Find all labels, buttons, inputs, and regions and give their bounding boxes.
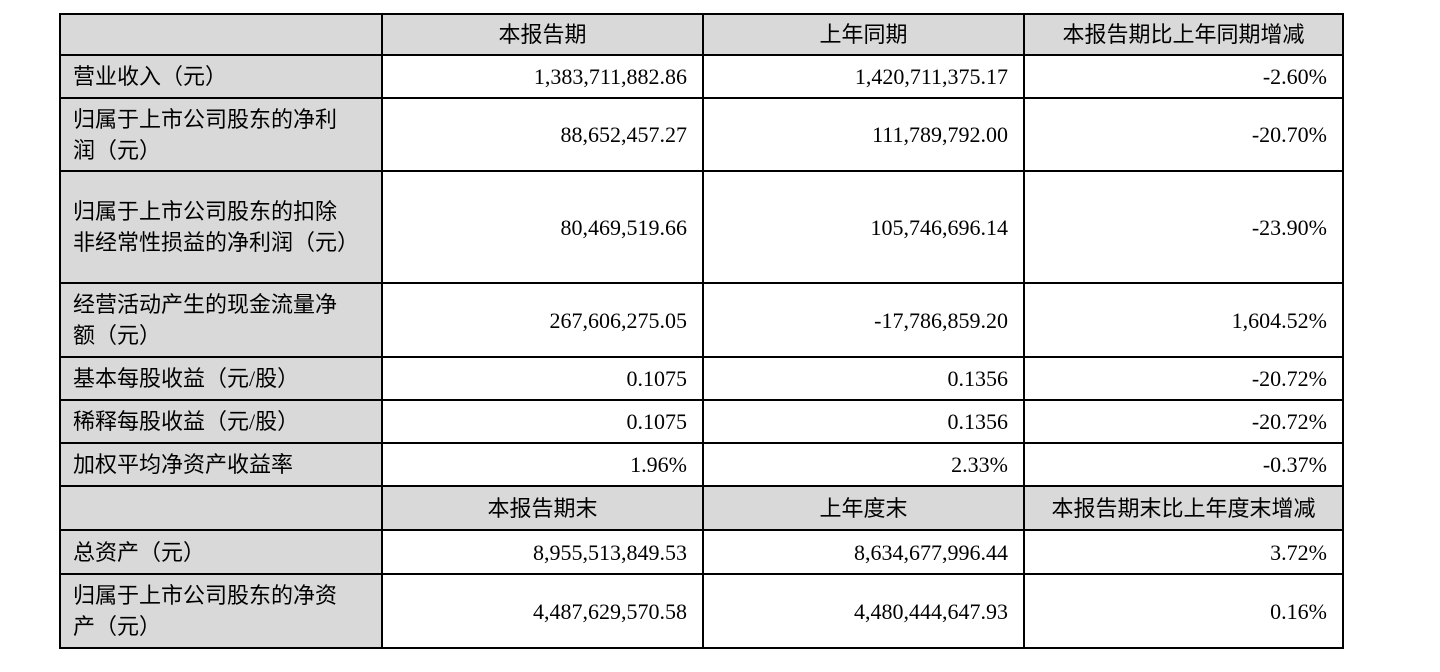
period-header-empty-cell bbox=[59, 12, 383, 57]
row-label: 经营活动产生的现金流量净额（元） bbox=[59, 282, 383, 359]
table-row-total-assets: 总资产（元） 8,955,513,849.53 8,634,677,996.44… bbox=[59, 529, 1344, 576]
cell-current: 267,606,275.05 bbox=[381, 282, 704, 359]
cell-current: 0.1075 bbox=[381, 399, 704, 445]
cell-prior: 111,789,792.00 bbox=[702, 97, 1025, 173]
row-label: 营业收入（元） bbox=[59, 54, 383, 100]
row-label: 稀释每股收益（元/股） bbox=[59, 399, 383, 445]
cell-prior: 0.1356 bbox=[702, 356, 1025, 402]
cell-change: -2.60% bbox=[1023, 54, 1344, 100]
table-row-operating-cash-flow: 经营活动产生的现金流量净额（元） 267,606,275.05 -17,786,… bbox=[59, 282, 1344, 359]
period-header-current: 本报告期 bbox=[381, 12, 704, 57]
row-label: 归属于上市公司股东的净利润（元） bbox=[59, 97, 383, 173]
table-row-diluted-eps: 稀释每股收益（元/股） 0.1075 0.1356 -20.72% bbox=[59, 399, 1344, 445]
cell-prior: 2.33% bbox=[702, 442, 1025, 488]
cell-change: 3.72% bbox=[1023, 529, 1344, 576]
row-label: 归属于上市公司股东的净资产（元） bbox=[59, 573, 383, 650]
period-header-prior: 上年同期 bbox=[702, 12, 1025, 57]
cell-current: 4,487,629,570.58 bbox=[381, 573, 704, 650]
cell-current: 0.1075 bbox=[381, 356, 704, 402]
end-header-prior: 上年度末 bbox=[702, 485, 1025, 532]
cell-current: 80,469,519.66 bbox=[381, 170, 704, 285]
cell-change: 0.16% bbox=[1023, 573, 1344, 650]
period-header-change: 本报告期比上年同期增减 bbox=[1023, 12, 1344, 57]
cell-change: -20.72% bbox=[1023, 356, 1344, 402]
cell-change: -20.72% bbox=[1023, 399, 1344, 445]
table-row-operating-revenue: 营业收入（元） 1,383,711,882.86 1,420,711,375.1… bbox=[59, 54, 1344, 100]
cell-change: -20.70% bbox=[1023, 97, 1344, 173]
table-row-net-profit: 归属于上市公司股东的净利润（元） 88,652,457.27 111,789,7… bbox=[59, 97, 1344, 173]
row-label: 基本每股收益（元/股） bbox=[59, 356, 383, 402]
row-label: 加权平均净资产收益率 bbox=[59, 442, 383, 488]
cell-prior: 8,634,677,996.44 bbox=[702, 529, 1025, 576]
cell-change: 1,604.52% bbox=[1023, 282, 1344, 359]
cell-prior: 0.1356 bbox=[702, 399, 1025, 445]
cell-current: 8,955,513,849.53 bbox=[381, 529, 704, 576]
row-label: 总资产（元） bbox=[59, 529, 383, 576]
table-row-weighted-avg-roe: 加权平均净资产收益率 1.96% 2.33% -0.37% bbox=[59, 442, 1344, 488]
financial-summary-table: 本报告期 上年同期 本报告期比上年同期增减 营业收入（元） 1,383,711,… bbox=[59, 12, 1344, 650]
cell-prior: 1,420,711,375.17 bbox=[702, 54, 1025, 100]
cell-change: -0.37% bbox=[1023, 442, 1344, 488]
period-header-row: 本报告期 上年同期 本报告期比上年同期增减 bbox=[59, 12, 1344, 57]
cell-current: 1,383,711,882.86 bbox=[381, 54, 704, 100]
end-header-change: 本报告期末比上年度末增减 bbox=[1023, 485, 1344, 532]
period-end-header-row: 本报告期末 上年度末 本报告期末比上年度末增减 bbox=[59, 485, 1344, 532]
end-header-current: 本报告期末 bbox=[381, 485, 704, 532]
cell-current: 88,652,457.27 bbox=[381, 97, 704, 173]
row-label: 归属于上市公司股东的扣除非经常性损益的净利润（元） bbox=[59, 170, 383, 285]
end-header-empty-cell bbox=[59, 485, 383, 532]
table-row-basic-eps: 基本每股收益（元/股） 0.1075 0.1356 -20.72% bbox=[59, 356, 1344, 402]
cell-prior: -17,786,859.20 bbox=[702, 282, 1025, 359]
table-row-net-assets: 归属于上市公司股东的净资产（元） 4,487,629,570.58 4,480,… bbox=[59, 573, 1344, 650]
table-row-net-profit-excl-nonrecurring: 归属于上市公司股东的扣除非经常性损益的净利润（元） 80,469,519.66 … bbox=[59, 170, 1344, 285]
cell-current: 1.96% bbox=[381, 442, 704, 488]
cell-change: -23.90% bbox=[1023, 170, 1344, 285]
cell-prior: 4,480,444,647.93 bbox=[702, 573, 1025, 650]
cell-prior: 105,746,696.14 bbox=[702, 170, 1025, 285]
